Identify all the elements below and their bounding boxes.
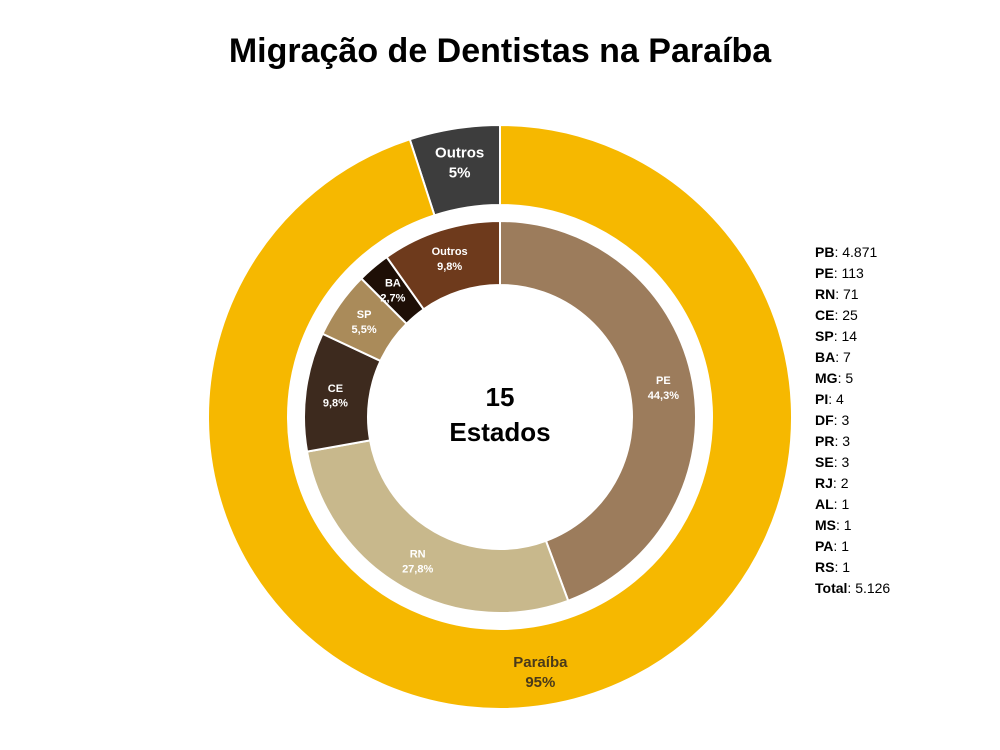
inner-label-outros-pct: 9,8% xyxy=(437,261,462,273)
count-code: PR xyxy=(815,433,835,449)
count-code: RJ xyxy=(815,475,833,491)
inner-label-pe-pct: 44,3% xyxy=(648,390,679,402)
count-code: RN xyxy=(815,286,836,302)
count-code: BA xyxy=(815,349,836,365)
center-label: 15 Estados xyxy=(449,382,550,447)
inner-slice-outros xyxy=(385,219,501,311)
count-code: PB xyxy=(815,244,835,260)
count-value: 14 xyxy=(841,328,858,344)
center-count: 15 xyxy=(486,382,515,412)
count-item-pr: PR: 3 xyxy=(815,433,851,449)
count-code: SP xyxy=(815,328,834,344)
count-value: 25 xyxy=(842,307,858,323)
outer-label-outros-name: Outros xyxy=(435,144,484,161)
count-item-pi: PI: 4 xyxy=(815,391,844,407)
state-count-list: PB: 4.871 PE: 113 RN: 71 CE: 25 SP: 14 BA: 7 M… xyxy=(815,242,890,599)
count-code: SE xyxy=(815,454,834,470)
count-item-ms: MS: 1 xyxy=(815,517,852,533)
inner-label-pe-name: PE xyxy=(656,375,671,387)
count-item-rn: RN: 71 xyxy=(815,286,859,302)
outer-label-paraiba-name: Paraíba xyxy=(513,654,568,671)
count-code: DF xyxy=(815,412,834,428)
chart-title: Migração de Dentistas na Paraíba xyxy=(228,32,772,70)
count-value: 3 xyxy=(841,454,850,470)
count-value: 3 xyxy=(841,412,850,428)
inner-slice-rn xyxy=(305,439,570,614)
count-value: 5 xyxy=(845,370,854,386)
outer-slice-paraiba xyxy=(207,123,793,710)
count-item-df: DF: 3 xyxy=(815,412,850,428)
outer-label-outros-pct: 5% xyxy=(449,165,471,182)
count-item-pb: PB: 4.871 xyxy=(815,244,878,260)
count-value: 1 xyxy=(843,517,852,533)
count-code: RS xyxy=(815,559,835,575)
center-caption: Estados xyxy=(449,417,550,447)
count-code: PA xyxy=(815,538,834,554)
count-value: 1 xyxy=(841,538,849,554)
count-item-ce: CE: 25 xyxy=(815,307,858,323)
count-value: 4 xyxy=(836,391,844,407)
count-code: MS xyxy=(815,517,836,533)
count-item-sp: SP: 14 xyxy=(815,328,858,344)
count-item-mg: MG: 5 xyxy=(815,370,854,386)
inner-label-outros-name: Outros xyxy=(432,246,468,258)
count-code: Total xyxy=(815,580,848,596)
count-code: CE xyxy=(815,307,835,323)
inner-label-ba-name: BA xyxy=(385,278,401,290)
count-value: 1 xyxy=(842,559,851,575)
count-value: 113 xyxy=(841,265,864,281)
count-value: 3 xyxy=(842,433,851,449)
count-item-rj: RJ: 2 xyxy=(815,475,849,491)
count-item-se: SE: 3 xyxy=(815,454,850,470)
count-code: MG xyxy=(815,370,838,386)
outer-ring: Outros 5% Paraíba 95% xyxy=(207,123,793,710)
count-code: PI xyxy=(815,391,829,407)
inner-ring: PE 44,3% RN 27,8% CE 9,8% SP 5,5% BA 2,7% Outros 9,… xyxy=(303,219,697,614)
inner-label-ba-pct: 2,7% xyxy=(380,292,405,304)
count-item-rs: RS: 1 xyxy=(815,559,851,575)
inner-label-sp-name: SP xyxy=(357,309,372,321)
count-value: 71 xyxy=(843,286,859,302)
count-item-total: Total: 5.126 xyxy=(815,580,891,596)
count-code: AL xyxy=(815,496,834,512)
count-item-pa: PA: 1 xyxy=(815,538,849,554)
count-item-ba: BA: 7 xyxy=(815,349,851,365)
count-value: 7 xyxy=(843,349,851,365)
inner-label-rn-pct: 27,8% xyxy=(402,563,433,575)
inner-label-rn-name: RN xyxy=(410,549,426,561)
count-value: 4.871 xyxy=(842,244,878,260)
count-item-al: AL: 1 xyxy=(815,496,850,512)
inner-label-ce-name: CE xyxy=(328,383,343,395)
outer-label-paraiba-pct: 95% xyxy=(525,674,555,691)
count-value: 2 xyxy=(840,475,849,491)
count-code: PE xyxy=(815,265,834,281)
count-item-pe: PE: 113 xyxy=(815,265,864,281)
inner-label-ce-pct: 9,8% xyxy=(323,398,348,410)
count-value: 1 xyxy=(841,496,850,512)
count-value: 5.126 xyxy=(855,580,891,596)
inner-label-sp-pct: 5,5% xyxy=(352,324,377,336)
inner-slice-pe xyxy=(499,219,697,603)
